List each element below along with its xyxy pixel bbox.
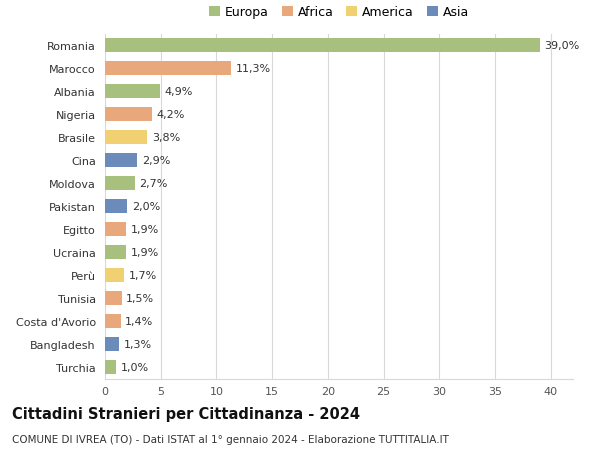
Text: 4,2%: 4,2% — [156, 110, 185, 120]
Text: 1,7%: 1,7% — [128, 270, 157, 280]
Text: 1,0%: 1,0% — [121, 362, 149, 372]
Bar — [105, 39, 539, 53]
Bar — [105, 291, 122, 305]
Text: Cittadini Stranieri per Cittadinanza - 2024: Cittadini Stranieri per Cittadinanza - 2… — [12, 406, 360, 421]
Bar — [105, 360, 116, 374]
Bar — [105, 337, 119, 351]
Text: 1,9%: 1,9% — [131, 247, 159, 257]
Text: 2,0%: 2,0% — [132, 202, 160, 212]
Bar — [105, 85, 160, 99]
Text: 4,9%: 4,9% — [164, 87, 193, 97]
Text: 2,7%: 2,7% — [140, 179, 168, 189]
Text: 39,0%: 39,0% — [544, 41, 579, 51]
Text: 3,8%: 3,8% — [152, 133, 180, 143]
Bar — [105, 62, 231, 76]
Bar — [105, 131, 148, 145]
Text: 11,3%: 11,3% — [235, 64, 271, 74]
Text: COMUNE DI IVREA (TO) - Dati ISTAT al 1° gennaio 2024 - Elaborazione TUTTITALIA.I: COMUNE DI IVREA (TO) - Dati ISTAT al 1° … — [12, 434, 449, 444]
Text: 2,9%: 2,9% — [142, 156, 170, 166]
Bar — [105, 177, 135, 190]
Bar — [105, 200, 127, 213]
Text: 1,9%: 1,9% — [131, 224, 159, 235]
Legend: Europa, Africa, America, Asia: Europa, Africa, America, Asia — [209, 6, 469, 19]
Bar — [105, 223, 126, 236]
Bar — [105, 269, 124, 282]
Text: 1,4%: 1,4% — [125, 316, 154, 326]
Text: 1,5%: 1,5% — [126, 293, 154, 303]
Bar — [105, 246, 126, 259]
Bar — [105, 154, 137, 168]
Text: 1,3%: 1,3% — [124, 339, 152, 349]
Bar — [105, 108, 152, 122]
Bar — [105, 314, 121, 328]
